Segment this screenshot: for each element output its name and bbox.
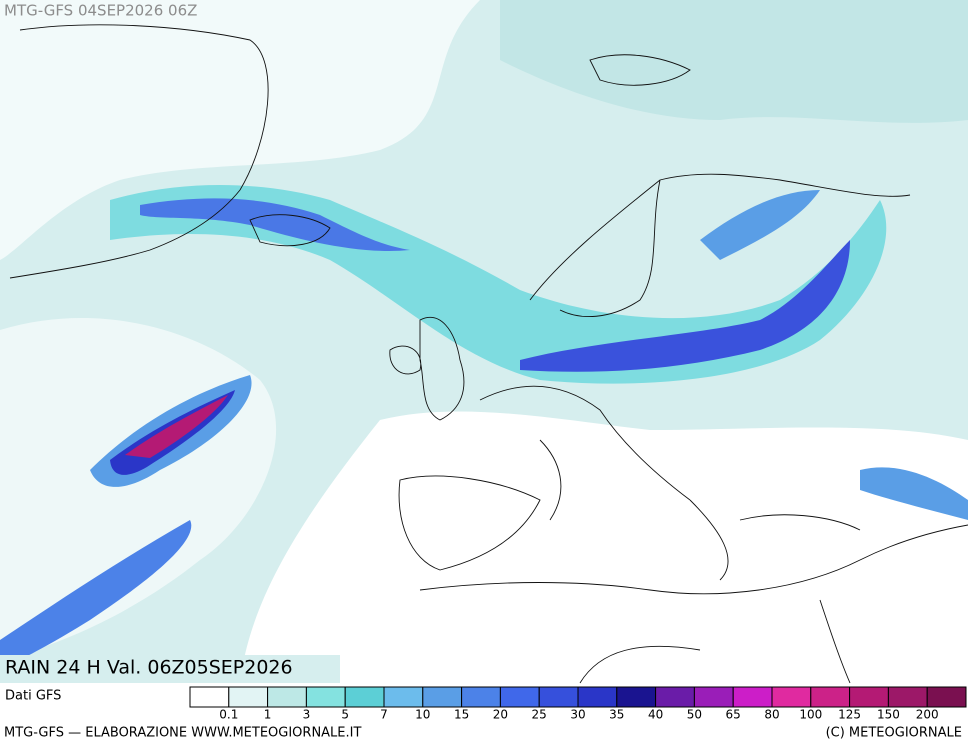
coastline	[419, 499, 968, 595]
legend-swatch	[383, 686, 424, 708]
legend-swatch	[849, 686, 889, 708]
legend-swatch	[461, 686, 501, 708]
map-title: MTG-GFS 04SEP2026 06Z	[4, 2, 197, 20]
legend-swatch	[228, 686, 269, 708]
land-snow	[0, 0, 480, 260]
precip-band	[140, 198, 410, 251]
map	[0, 0, 968, 684]
legend-swatch	[189, 686, 230, 708]
legend-label: 35	[609, 708, 624, 722]
legend-label: 65	[726, 708, 741, 722]
legend-swatch	[810, 686, 851, 708]
legend-swatch	[926, 686, 967, 708]
legend-label: 125	[838, 708, 861, 722]
legend-label: 10	[415, 708, 430, 722]
precip-band	[700, 190, 820, 260]
legend-label: 20	[493, 708, 508, 722]
legend-source: Dati GFS	[5, 689, 61, 704]
legend-swatch	[422, 686, 463, 708]
coastline	[389, 317, 465, 421]
legend-label: 200	[916, 708, 939, 722]
precip-light	[500, 0, 968, 123]
legend-swatch	[577, 686, 618, 708]
legend-label: 3	[303, 708, 311, 722]
legend-label: 50	[687, 708, 702, 722]
map-caption: RAIN 24 H Val. 06Z05SEP2026	[5, 657, 293, 679]
legend-label: 100	[799, 708, 822, 722]
legend: 0.1 1 3 5 7 10 15 20 25 30 35 40 50 65 80 100 125 150 200	[189, 686, 967, 722]
legend-swatch	[616, 686, 657, 708]
footer-left: MTG-GFS — ELABORAZIONE WWW.METEOGIORNALE…	[4, 726, 361, 741]
coastline	[249, 214, 331, 247]
legend-swatch	[305, 686, 346, 708]
precip-band	[0, 520, 192, 670]
coastline	[9, 24, 269, 279]
legend-swatch	[732, 686, 773, 708]
coastline	[529, 173, 911, 318]
legend-swatch	[693, 686, 734, 708]
legend-label: 40	[648, 708, 663, 722]
legend-label: 25	[532, 708, 547, 722]
legend-label: 7	[380, 708, 388, 722]
coastline	[589, 54, 691, 86]
legend-swatch	[344, 686, 385, 708]
legend-swatch	[771, 686, 812, 708]
legend-label: 15	[454, 708, 469, 722]
legend-label: 150	[877, 708, 900, 722]
legend-swatch	[655, 686, 695, 708]
precip-band	[860, 467, 968, 520]
legend-swatch	[499, 686, 540, 708]
legend-swatch	[267, 686, 307, 708]
legend-label: 0.1	[219, 708, 238, 722]
legend-label: 80	[764, 708, 779, 722]
coastline	[398, 385, 691, 571]
footer-right: (C) METEOGIORNALE	[826, 726, 962, 741]
dry-area	[240, 411, 968, 683]
legend-swatch	[887, 686, 928, 708]
legend-label: 1	[264, 708, 272, 722]
caption-bg	[0, 655, 340, 683]
coastline	[579, 599, 851, 684]
legend-swatch	[538, 686, 579, 708]
precip-core	[125, 395, 228, 458]
legend-label: 5	[341, 708, 349, 722]
precip-band	[520, 240, 850, 372]
legend-label: 30	[570, 708, 585, 722]
